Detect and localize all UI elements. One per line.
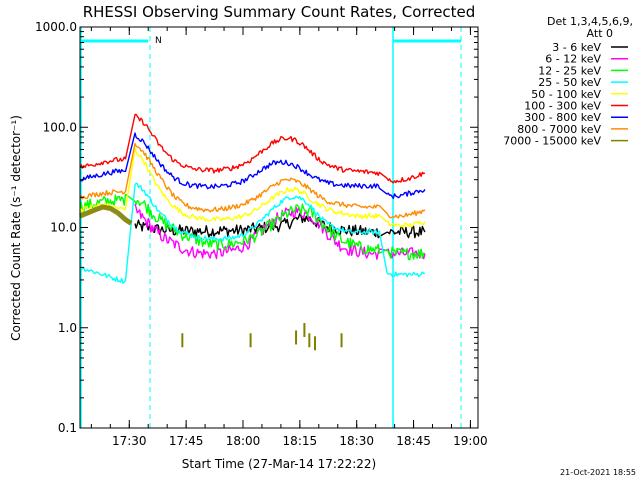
- y-tick-label: 100.0: [43, 120, 77, 134]
- legend-label: 6 - 12 keV: [545, 53, 601, 66]
- legend-label: 3 - 6 keV: [552, 41, 601, 54]
- ticks-layer: 17:30 17:45 18:00 18:15 18:30 18:45 19:00 0.1 1.…: [35, 20, 488, 448]
- legend-label: 12 - 25 keV: [538, 64, 601, 77]
- legend-header-line-2: Att 0: [587, 27, 613, 40]
- night-marker-label: N: [155, 36, 162, 46]
- legend-label: 7000 - 15000 keV: [503, 135, 601, 148]
- series-12-25-kev: [79, 193, 426, 261]
- series-800-7000-kev: [79, 142, 426, 219]
- series-100-300-kev-line: [79, 113, 426, 184]
- date-stamp: 21-Oct-2021 18:55: [560, 468, 636, 477]
- y-tick-label: 10.0: [50, 221, 77, 235]
- series-12-25-kev-line: [79, 193, 426, 261]
- x-tick-label: 18:15: [283, 434, 318, 448]
- y-tick-label: 1000.0: [35, 20, 77, 34]
- x-tick-label: 18:45: [396, 434, 431, 448]
- x-axis-label: Start Time (27-Mar-14 17:22:22): [182, 457, 376, 471]
- legend-label: 50 - 100 keV: [531, 88, 601, 101]
- series-300-800-kev-line: [79, 132, 426, 200]
- chart-title: RHESSI Observing Summary Count Rates, Co…: [83, 3, 476, 21]
- x-tick-label: 18:00: [226, 434, 261, 448]
- series-7000-15000-kev-line: [79, 204, 133, 226]
- y-tick-label: 1.0: [58, 321, 77, 335]
- series-800-7000-kev-line: [79, 142, 426, 219]
- x-tick-label: 18:30: [339, 434, 374, 448]
- series-50-100-kev-line: [79, 147, 426, 229]
- x-tick-label: 17:30: [112, 434, 147, 448]
- series-layer: [79, 113, 426, 351]
- series-300-800-kev: [79, 132, 426, 200]
- y-tick-label: 0.1: [58, 421, 77, 435]
- x-tick-label: 17:45: [169, 434, 204, 448]
- series-25-50-kev-line: [79, 182, 426, 284]
- series-25-50-kev: [79, 182, 426, 284]
- legend-label: 100 - 300 keV: [524, 100, 601, 113]
- series-50-100-kev: [79, 147, 426, 229]
- legend-label: 300 - 800 keV: [524, 111, 601, 124]
- legend-label: 800 - 7000 keV: [517, 123, 601, 136]
- legend-header-line-1: Det 1,3,4,5,6,9,: [547, 15, 633, 28]
- series-100-300-kev: [79, 113, 426, 184]
- x-tick-label: 19:00: [453, 434, 488, 448]
- series-7000-15000-kev: [79, 204, 343, 351]
- legend-label: 25 - 50 keV: [538, 76, 601, 89]
- y-axis-label: Corrected Count Rate (s⁻¹ detector⁻¹): [9, 115, 23, 341]
